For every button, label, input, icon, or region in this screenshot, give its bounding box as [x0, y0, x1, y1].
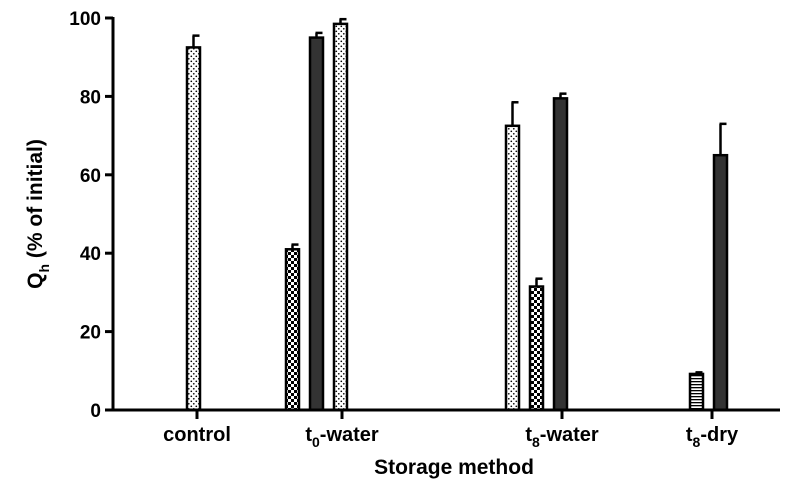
error-bar: [695, 371, 703, 374]
x-category-label: t0-water: [305, 424, 379, 450]
y-axis-title-subscript: h: [36, 264, 52, 273]
x-category-label: control: [163, 424, 231, 446]
y-tick-label: 0: [90, 401, 101, 422]
y-tick-label: 40: [80, 244, 101, 265]
bar-dots: [504, 124, 521, 412]
error-bar: [192, 34, 200, 48]
bar-stripes: [688, 372, 705, 412]
bar-dots: [185, 46, 202, 412]
y-axis-title-rest: (% of initial): [24, 139, 47, 264]
axes: [105, 16, 780, 419]
y-tick-labels: 0 20 40 60 80 100: [69, 9, 101, 422]
error-bar: [535, 277, 543, 287]
y-axis-title-main: Q: [24, 273, 47, 289]
y-tick-label: 80: [80, 87, 101, 108]
error-bar: [291, 243, 299, 250]
bar-dots: [332, 22, 349, 412]
bar-checker: [528, 285, 545, 412]
bar-solid: [712, 153, 729, 412]
error-bar: [339, 17, 347, 24]
error-bar: [719, 122, 727, 156]
bars: [185, 22, 729, 412]
bar-solid: [308, 36, 325, 412]
y-tick-label: 60: [80, 166, 101, 187]
y-axis-title: Qh (% of initial): [24, 139, 52, 289]
y-tick-label: 100: [69, 9, 101, 30]
error-bars: [192, 17, 727, 374]
bar-solid: [552, 97, 569, 412]
x-axis-title: Storage method: [374, 456, 534, 479]
error-bar: [559, 92, 567, 99]
error-bar: [511, 101, 519, 126]
error-bar: [315, 31, 323, 38]
x-category-label: t8-dry: [686, 424, 739, 450]
x-category-labels: control t0-water t8-water t8-dry: [163, 424, 739, 450]
y-tick-label: 20: [80, 323, 101, 344]
x-category-label: t8-water: [525, 424, 599, 450]
bar-checker: [284, 248, 301, 412]
plot-area: 0 20 40 60 80 100 control t0-water t8-water t8-d…: [69, 9, 780, 450]
